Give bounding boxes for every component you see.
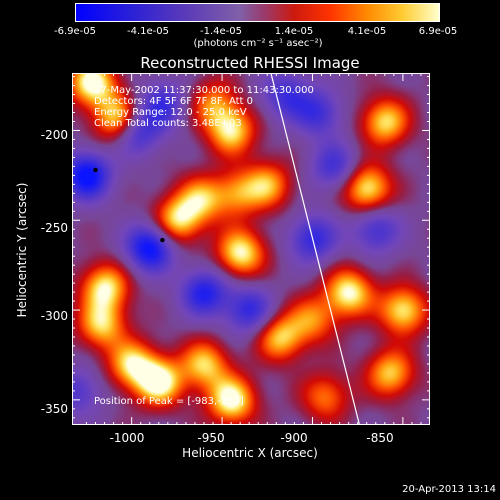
colorbar-tick: -1.4e-05 xyxy=(200,26,242,37)
annotation-detectors: Detectors: 4F 5F 6F 7F 8F, Att 0 xyxy=(94,96,254,107)
y-axis-label: Heliocentric Y (arcsec) xyxy=(15,182,29,318)
colorbar-tick: -6.9e-05 xyxy=(54,26,96,37)
colorbar-tick: 1.4e-05 xyxy=(274,26,314,37)
colorbar-units: (photons cm⁻² s⁻¹ asec⁻²) xyxy=(193,38,323,49)
colorbar xyxy=(75,3,440,22)
plot-overlay xyxy=(72,73,430,425)
plot-area: 27-May-2002 11:37:30.000 to 11:43:30.000… xyxy=(72,73,430,425)
annotation-method: Clean Total counts: 3.48E+03 xyxy=(94,118,242,129)
chart-title: Reconstructed RHESSI Image xyxy=(140,54,360,72)
minimum-marker xyxy=(93,167,98,173)
x-tick-label: -900 xyxy=(280,431,308,445)
solar-limb-line xyxy=(270,73,361,425)
y-tick-label: -300 xyxy=(40,309,68,323)
annotation-peak: Position of Peak = [-983,-350] xyxy=(94,396,244,407)
y-tick-label: -350 xyxy=(40,402,68,416)
annotation-energy: Energy Range: 12.0 - 25.0 keV xyxy=(94,107,247,118)
colorbar-tick: 6.9e-05 xyxy=(418,26,458,37)
x-axis-label: Heliocentric X (arcsec) xyxy=(182,446,318,460)
colorbar-tick: 4.1e-05 xyxy=(347,26,387,37)
y-tick-label: -200 xyxy=(40,128,68,142)
x-tick-label: -850 xyxy=(366,431,394,445)
y-tick-label: -250 xyxy=(40,221,68,235)
heatmap-image xyxy=(72,73,430,425)
plot-frame xyxy=(72,73,430,425)
colorbar-tick: -4.1e-05 xyxy=(127,26,169,37)
timestamp: 20-Apr-2013 13:14 xyxy=(402,484,496,495)
annotation-time: 27-May-2002 11:37:30.000 to 11:43:30.000 xyxy=(94,85,314,96)
x-tick-label: -1000 xyxy=(109,431,145,445)
x-tick-label: -950 xyxy=(197,431,225,445)
minimum-marker xyxy=(160,237,165,243)
